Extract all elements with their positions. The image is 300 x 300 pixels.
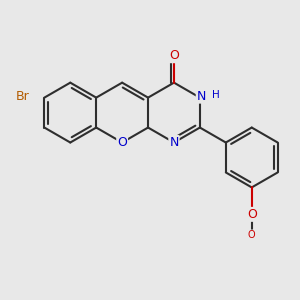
Text: O: O <box>247 208 257 221</box>
Text: O: O <box>248 230 256 240</box>
Text: O: O <box>169 49 179 62</box>
Text: O: O <box>117 136 127 149</box>
Text: H: H <box>212 90 220 100</box>
Text: Br: Br <box>16 90 29 103</box>
Text: N: N <box>169 136 179 149</box>
Text: N: N <box>197 90 206 103</box>
